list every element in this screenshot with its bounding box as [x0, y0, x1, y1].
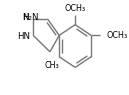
Text: H₂N: H₂N [22, 13, 38, 22]
Text: OCH₃: OCH₃ [106, 31, 127, 40]
Text: OCH₃: OCH₃ [65, 4, 86, 13]
Text: CH₃: CH₃ [44, 61, 59, 70]
Text: HN: HN [17, 32, 30, 41]
Text: N: N [23, 13, 29, 22]
